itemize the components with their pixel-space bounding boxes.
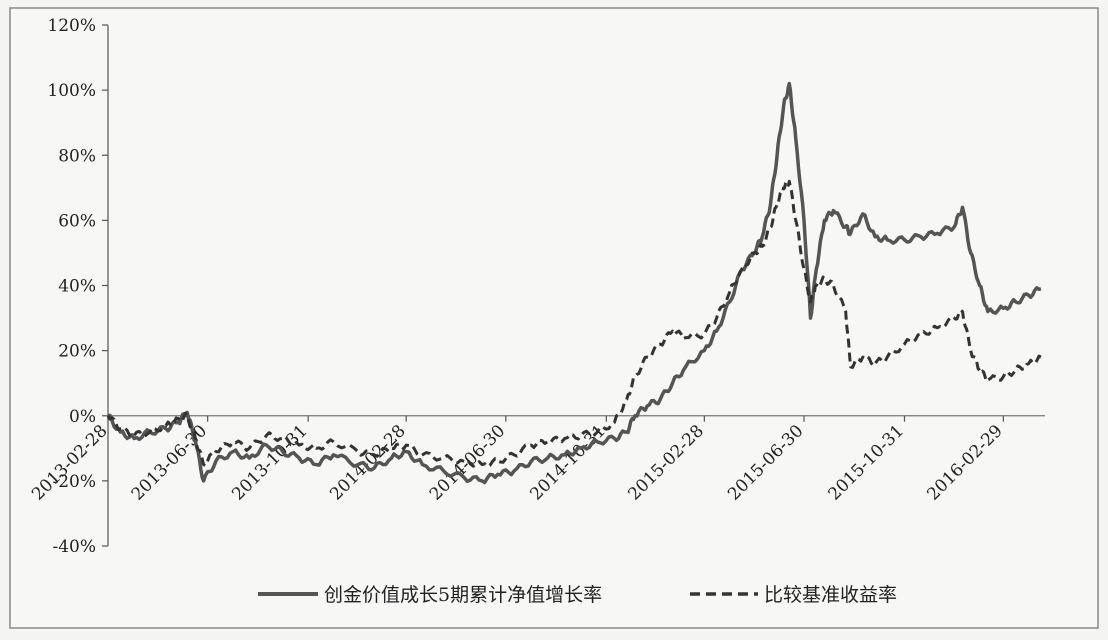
legend: 创金价值成长5期累计净值增长率 比较基准收益率 — [258, 584, 897, 606]
legend-label-nav-growth: 创金价值成长5期累计净值增长率 — [324, 584, 602, 606]
y-tick-label: 20% — [58, 342, 96, 362]
y-tick-label: 40% — [58, 277, 96, 297]
chart-border — [9, 7, 1099, 629]
legend-label-benchmark: 比较基准收益率 — [764, 584, 897, 606]
y-tick-label: 80% — [58, 146, 96, 166]
y-tick-label: -20% — [52, 472, 96, 492]
y-tick-label: 60% — [58, 211, 96, 231]
y-tick-label: 0% — [69, 407, 96, 427]
y-tick-label: -40% — [52, 537, 96, 557]
series-line-nav-growth — [107, 81, 1042, 485]
y-tick-label: 120% — [47, 16, 96, 36]
y-axis: 120% 100% 80% 60% 40% 20% 0% -20% -40% — [47, 16, 109, 557]
series-line-benchmark — [106, 179, 1042, 468]
y-tick-label: 100% — [47, 81, 96, 101]
series-layer — [106, 81, 1042, 485]
